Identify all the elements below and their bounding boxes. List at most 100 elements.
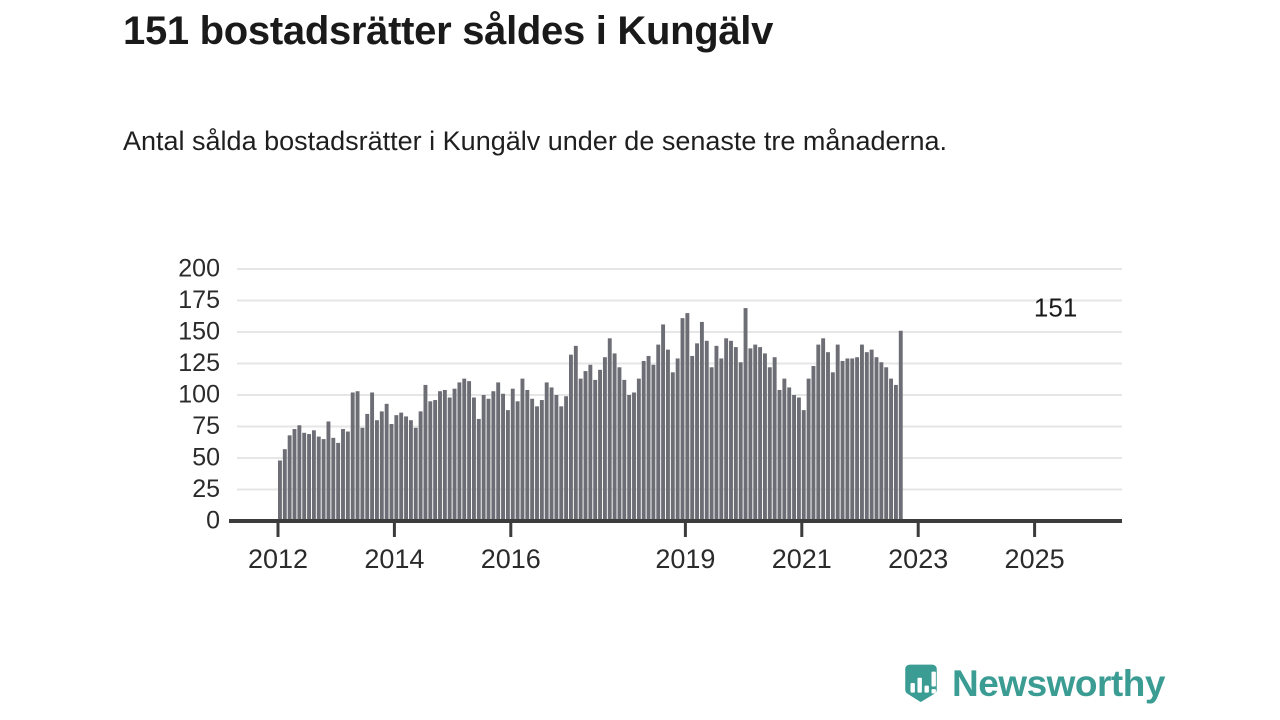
bar (864, 352, 869, 521)
bar (559, 406, 564, 521)
bar (428, 401, 433, 521)
bar (893, 384, 898, 521)
bar (452, 388, 457, 521)
bar (360, 427, 365, 521)
bar (311, 430, 316, 521)
bar (699, 321, 704, 521)
bar (438, 391, 442, 521)
bar (748, 348, 753, 521)
bar (501, 393, 505, 521)
x-axis-tick-label: 2014 (364, 544, 424, 574)
bar (554, 395, 559, 521)
y-axis-tick-label: 150 (178, 318, 220, 346)
bar (336, 442, 341, 521)
bar (724, 338, 729, 521)
bar (467, 381, 472, 521)
bar (884, 367, 889, 521)
bar (345, 431, 350, 521)
bar (607, 338, 612, 521)
y-axis-tick-label: 50 (192, 444, 220, 472)
x-axis-tick-label: 2012 (248, 544, 308, 574)
bar (816, 344, 821, 521)
bar (617, 367, 622, 521)
bar (598, 369, 602, 521)
bar (520, 378, 525, 521)
y-axis-tick-label: 175 (178, 286, 220, 314)
bar (787, 387, 792, 521)
x-axis-tick-label: 2016 (481, 544, 541, 574)
bar (753, 344, 758, 521)
y-axis-tick-label: 75 (192, 412, 220, 440)
bar (719, 358, 724, 521)
bar (355, 391, 360, 521)
bar (704, 340, 709, 521)
bar (564, 396, 569, 521)
bar (292, 429, 297, 521)
bar (796, 397, 801, 521)
bar (627, 395, 632, 521)
bar (840, 360, 845, 521)
y-axis-tick-label: 25 (192, 475, 220, 503)
bar (675, 358, 680, 521)
bar (636, 378, 641, 521)
bar (782, 378, 787, 521)
bar (539, 400, 544, 521)
bar (433, 400, 438, 521)
bar (690, 355, 695, 521)
bar (350, 392, 355, 521)
bar (656, 344, 661, 521)
bar (307, 434, 311, 521)
bar (496, 382, 501, 521)
bar (651, 364, 656, 521)
bar (743, 308, 748, 521)
page-title: 151 bostadsrätter såldes i Kungälv (123, 9, 774, 53)
bar (869, 349, 874, 521)
bar (457, 382, 462, 521)
bar (666, 349, 670, 521)
bar (491, 391, 496, 521)
x-axis-tick-label: 2023 (888, 544, 948, 574)
bar (384, 403, 389, 521)
bar (792, 395, 796, 521)
bar (505, 410, 510, 521)
bar (767, 367, 772, 521)
bar (544, 382, 549, 521)
bar (442, 389, 447, 521)
bar (573, 345, 578, 521)
bar (680, 318, 685, 521)
bar (321, 439, 326, 521)
bar (399, 412, 404, 521)
bar (302, 432, 307, 521)
bar (530, 398, 535, 521)
y-axis-tick-label: 125 (178, 349, 220, 377)
bar (331, 437, 336, 521)
bar (481, 395, 486, 521)
bar (297, 425, 302, 521)
bar (632, 392, 636, 521)
bar (801, 410, 806, 521)
bar (549, 387, 554, 521)
bar (738, 362, 743, 521)
highlight-value-label: 151 (1034, 293, 1077, 323)
bar (860, 344, 864, 521)
bar (811, 366, 816, 521)
bar (379, 411, 384, 521)
x-axis-tick-label: 2025 (1005, 544, 1065, 574)
bar (729, 340, 733, 521)
bar (695, 343, 699, 521)
bar (476, 418, 481, 521)
bar (525, 389, 530, 521)
bar (855, 357, 860, 521)
bar (602, 357, 607, 521)
bar (389, 423, 394, 521)
bar (622, 379, 627, 521)
bar (569, 354, 573, 521)
bar (661, 324, 666, 521)
bar (375, 420, 379, 521)
bar (733, 347, 738, 521)
bar (821, 338, 826, 521)
bar (365, 413, 370, 521)
bar (287, 435, 292, 521)
y-axis-tick-label: 0 (206, 507, 220, 535)
